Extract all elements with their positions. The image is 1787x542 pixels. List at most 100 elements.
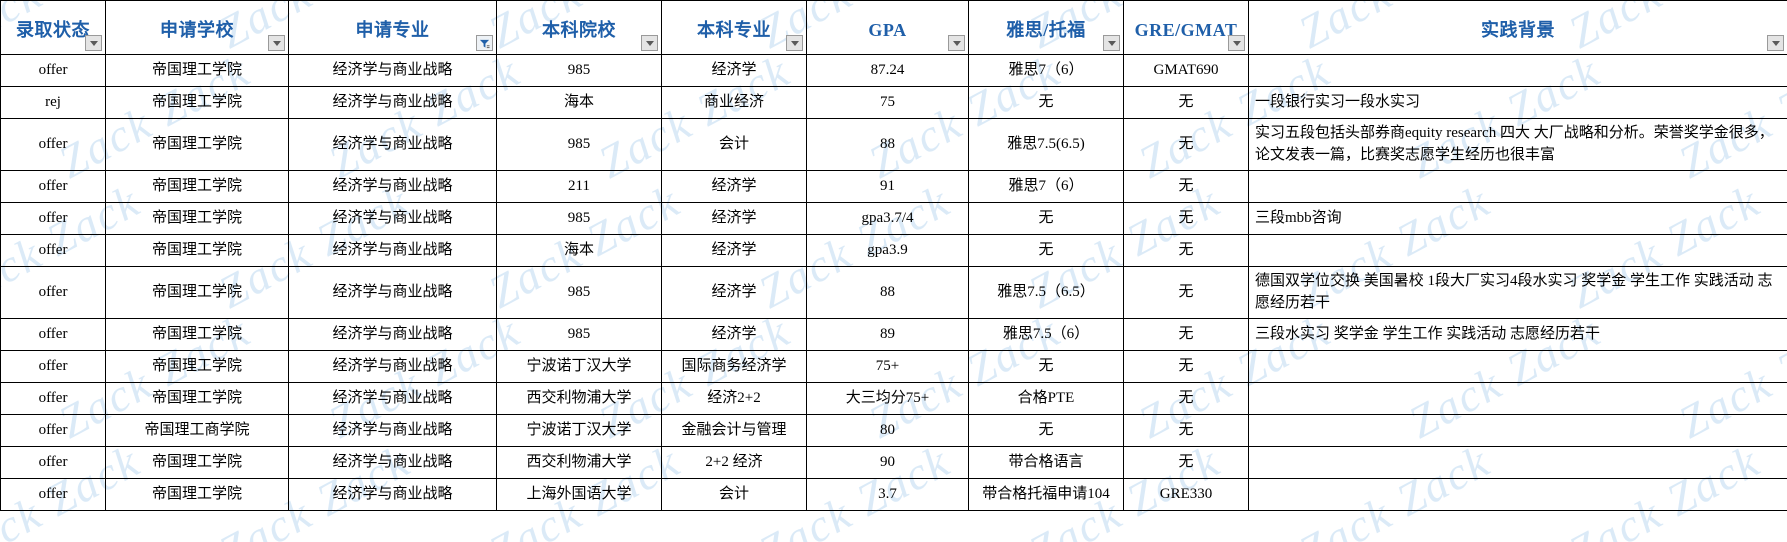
cell-major[interactable]: 经济学与商业战略 bbox=[288, 414, 497, 447]
cell-status[interactable]: offer bbox=[0, 266, 106, 319]
cell-ug-school[interactable]: 211 bbox=[496, 170, 662, 203]
column-header-ielts-toefl[interactable]: 雅思/托福 bbox=[968, 0, 1124, 55]
filter-dropdown-icon[interactable] bbox=[641, 35, 658, 51]
cell-test[interactable]: 无 bbox=[1123, 234, 1249, 267]
cell-school[interactable]: 帝国理工商学院 bbox=[105, 414, 289, 447]
filter-dropdown-icon[interactable] bbox=[1228, 35, 1245, 51]
cell-status[interactable]: offer bbox=[0, 446, 106, 479]
table-row[interactable]: offer 帝国理工学院 经济学与商业战略 985 经济学 88 雅思7.5（6.5）无德国… bbox=[0, 266, 1787, 319]
cell-ug-major[interactable]: 会计 bbox=[661, 478, 807, 511]
cell-background[interactable] bbox=[1248, 234, 1787, 267]
cell-language[interactable]: 无 bbox=[968, 86, 1124, 119]
cell-school[interactable]: 帝国理工学院 bbox=[105, 170, 289, 203]
cell-ug-major[interactable]: 经济学 bbox=[661, 266, 807, 319]
cell-language[interactable]: 雅思7.5（6.5） bbox=[968, 266, 1124, 319]
cell-school[interactable]: 帝国理工学院 bbox=[105, 118, 289, 171]
column-header-gpa[interactable]: GPA bbox=[806, 0, 969, 55]
cell-background[interactable] bbox=[1248, 446, 1787, 479]
cell-language[interactable]: 无 bbox=[968, 414, 1124, 447]
cell-status[interactable]: offer bbox=[0, 318, 106, 351]
cell-test[interactable]: 无 bbox=[1123, 170, 1249, 203]
cell-status[interactable]: offer bbox=[0, 170, 106, 203]
filter-dropdown-icon[interactable] bbox=[268, 35, 285, 51]
cell-test[interactable]: 无 bbox=[1123, 446, 1249, 479]
cell-ug-school[interactable]: 985 bbox=[496, 118, 662, 171]
column-header-practice-background[interactable]: 实践背景 bbox=[1248, 0, 1787, 55]
cell-major[interactable]: 经济学与商业战略 bbox=[288, 86, 497, 119]
cell-major[interactable]: 经济学与商业战略 bbox=[288, 234, 497, 267]
column-header-gre-gmat[interactable]: GRE/GMAT bbox=[1123, 0, 1249, 55]
cell-background[interactable] bbox=[1248, 382, 1787, 415]
column-header-undergrad-major[interactable]: 本科专业 bbox=[661, 0, 807, 55]
table-row[interactable]: offer 帝国理工学院 经济学与商业战略 985 经济学 gpa3.7/4 无无三段mbb… bbox=[0, 202, 1787, 235]
cell-school[interactable]: 帝国理工学院 bbox=[105, 478, 289, 511]
cell-test[interactable]: 无 bbox=[1123, 414, 1249, 447]
cell-test[interactable]: 无 bbox=[1123, 318, 1249, 351]
cell-language[interactable]: 无 bbox=[968, 350, 1124, 383]
cell-gpa[interactable]: 89 bbox=[806, 318, 969, 351]
filter-dropdown-icon[interactable] bbox=[786, 35, 803, 51]
cell-gpa[interactable]: 75 bbox=[806, 86, 969, 119]
cell-ug-major[interactable]: 金融会计与管理 bbox=[661, 414, 807, 447]
cell-language[interactable]: 带合格语言 bbox=[968, 446, 1124, 479]
cell-status[interactable]: offer bbox=[0, 350, 106, 383]
cell-background[interactable]: 德国双学位交换 美国暑校 1段大厂实习4段水实习 奖学金 学生工作 实践活动 志… bbox=[1248, 266, 1787, 319]
table-row[interactable]: offer 帝国理工学院 经济学与商业战略 985 经济学 89 雅思7.5（6）无三段水实… bbox=[0, 318, 1787, 351]
cell-test[interactable]: 无 bbox=[1123, 382, 1249, 415]
table-row[interactable]: offer 帝国理工学院 经济学与商业战略 西交利物浦大学 经济2+2 大三均分75+ 合格… bbox=[0, 382, 1787, 415]
cell-background[interactable]: 三段水实习 奖学金 学生工作 实践活动 志愿经历若干 bbox=[1248, 318, 1787, 351]
cell-school[interactable]: 帝国理工学院 bbox=[105, 54, 289, 87]
cell-ug-school[interactable]: 宁波诺丁汉大学 bbox=[496, 350, 662, 383]
cell-school[interactable]: 帝国理工学院 bbox=[105, 266, 289, 319]
table-row[interactable]: offer 帝国理工学院 经济学与商业战略 985 经济学 87.24 雅思7（6） GMAT… bbox=[0, 54, 1787, 87]
cell-background[interactable]: 三段mbb咨询 bbox=[1248, 202, 1787, 235]
table-row[interactable]: offer 帝国理工学院 经济学与商业战略 西交利物浦大学 2+2 经济 90 带合格语言无 bbox=[0, 446, 1787, 479]
cell-gpa[interactable]: gpa3.7/4 bbox=[806, 202, 969, 235]
column-header-applied-school[interactable]: 申请学校 bbox=[105, 0, 289, 55]
cell-school[interactable]: 帝国理工学院 bbox=[105, 350, 289, 383]
cell-school[interactable]: 帝国理工学院 bbox=[105, 202, 289, 235]
cell-school[interactable]: 帝国理工学院 bbox=[105, 86, 289, 119]
filter-dropdown-icon[interactable] bbox=[85, 35, 102, 51]
cell-background[interactable] bbox=[1248, 414, 1787, 447]
cell-language[interactable]: 雅思7.5(6.5) bbox=[968, 118, 1124, 171]
cell-ug-major[interactable]: 会计 bbox=[661, 118, 807, 171]
cell-ug-school[interactable]: 海本 bbox=[496, 86, 662, 119]
cell-major[interactable]: 经济学与商业战略 bbox=[288, 350, 497, 383]
table-row[interactable]: offer 帝国理工商学院 经济学与商业战略 宁波诺丁汉大学 金融会计与管理 80 无无 bbox=[0, 414, 1787, 447]
cell-test[interactable]: GMAT690 bbox=[1123, 54, 1249, 87]
cell-gpa[interactable]: 91 bbox=[806, 170, 969, 203]
cell-ug-major[interactable]: 经济2+2 bbox=[661, 382, 807, 415]
cell-gpa[interactable]: 88 bbox=[806, 118, 969, 171]
cell-major[interactable]: 经济学与商业战略 bbox=[288, 382, 497, 415]
cell-background[interactable] bbox=[1248, 350, 1787, 383]
cell-ug-school[interactable]: 西交利物浦大学 bbox=[496, 446, 662, 479]
cell-status[interactable]: offer bbox=[0, 234, 106, 267]
cell-ug-school[interactable]: 上海外国语大学 bbox=[496, 478, 662, 511]
column-header-applied-major[interactable]: 申请专业 bbox=[288, 0, 497, 55]
cell-ug-school[interactable]: 985 bbox=[496, 266, 662, 319]
cell-ug-major[interactable]: 国际商务经济学 bbox=[661, 350, 807, 383]
cell-gpa[interactable]: 88 bbox=[806, 266, 969, 319]
cell-school[interactable]: 帝国理工学院 bbox=[105, 382, 289, 415]
cell-gpa[interactable]: 87.24 bbox=[806, 54, 969, 87]
cell-major[interactable]: 经济学与商业战略 bbox=[288, 318, 497, 351]
cell-gpa[interactable]: 75+ bbox=[806, 350, 969, 383]
filter-dropdown-icon[interactable] bbox=[1767, 35, 1784, 51]
table-row[interactable]: rej 帝国理工学院 经济学与商业战略 海本 商业经济 75 无无一段银行实习一段水实习 bbox=[0, 86, 1787, 119]
cell-language[interactable]: 合格PTE bbox=[968, 382, 1124, 415]
cell-background[interactable] bbox=[1248, 170, 1787, 203]
table-row[interactable]: offer 帝国理工学院 经济学与商业战略 上海外国语大学 会计 3.7 带合格托福申请10… bbox=[0, 478, 1787, 511]
cell-test[interactable]: 无 bbox=[1123, 350, 1249, 383]
cell-test[interactable]: 无 bbox=[1123, 202, 1249, 235]
cell-ug-major[interactable]: 商业经济 bbox=[661, 86, 807, 119]
cell-background[interactable] bbox=[1248, 478, 1787, 511]
cell-major[interactable]: 经济学与商业战略 bbox=[288, 170, 497, 203]
cell-major[interactable]: 经济学与商业战略 bbox=[288, 478, 497, 511]
cell-status[interactable]: offer bbox=[0, 202, 106, 235]
cell-test[interactable]: 无 bbox=[1123, 266, 1249, 319]
cell-ug-school[interactable]: 海本 bbox=[496, 234, 662, 267]
cell-language[interactable]: 雅思7（6） bbox=[968, 54, 1124, 87]
cell-status[interactable]: offer bbox=[0, 382, 106, 415]
cell-language[interactable]: 雅思7.5（6） bbox=[968, 318, 1124, 351]
